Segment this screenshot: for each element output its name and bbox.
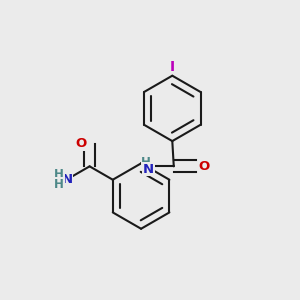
Text: O: O <box>75 137 86 150</box>
Text: I: I <box>170 60 175 74</box>
Text: H: H <box>54 168 64 181</box>
Text: O: O <box>199 160 210 173</box>
Text: H: H <box>54 178 64 191</box>
Text: H: H <box>141 156 151 169</box>
Text: N: N <box>62 173 73 186</box>
Text: N: N <box>143 163 154 176</box>
